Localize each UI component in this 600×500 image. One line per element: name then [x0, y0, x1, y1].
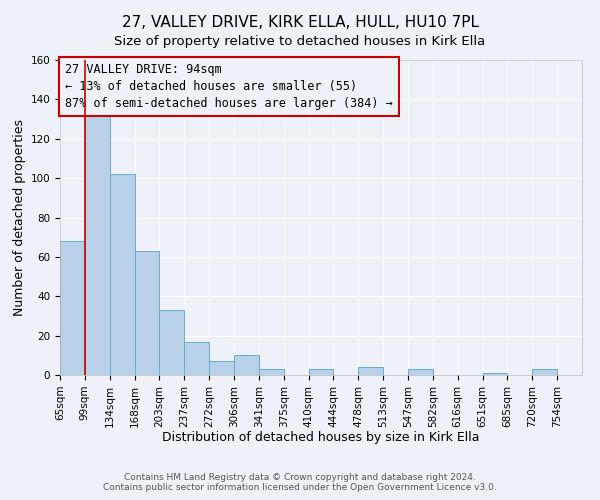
Bar — [358, 367, 383, 375]
Bar — [110, 174, 134, 375]
Bar — [482, 373, 508, 375]
Text: 27 VALLEY DRIVE: 94sqm
← 13% of detached houses are smaller (55)
87% of semi-det: 27 VALLEY DRIVE: 94sqm ← 13% of detached… — [65, 63, 393, 110]
X-axis label: Distribution of detached houses by size in Kirk Ella: Distribution of detached houses by size … — [162, 431, 480, 444]
Bar — [134, 251, 160, 375]
Y-axis label: Number of detached properties: Number of detached properties — [13, 119, 26, 316]
Bar — [85, 113, 110, 375]
Bar — [60, 241, 85, 375]
Bar — [408, 369, 433, 375]
Bar — [308, 369, 334, 375]
Text: 27, VALLEY DRIVE, KIRK ELLA, HULL, HU10 7PL: 27, VALLEY DRIVE, KIRK ELLA, HULL, HU10 … — [121, 15, 479, 30]
Bar — [532, 369, 557, 375]
Bar — [259, 369, 284, 375]
Text: Contains HM Land Registry data © Crown copyright and database right 2024.
Contai: Contains HM Land Registry data © Crown c… — [103, 473, 497, 492]
Bar — [184, 342, 209, 375]
Bar — [234, 356, 259, 375]
Text: Size of property relative to detached houses in Kirk Ella: Size of property relative to detached ho… — [115, 35, 485, 48]
Bar — [209, 361, 234, 375]
Bar — [160, 310, 184, 375]
